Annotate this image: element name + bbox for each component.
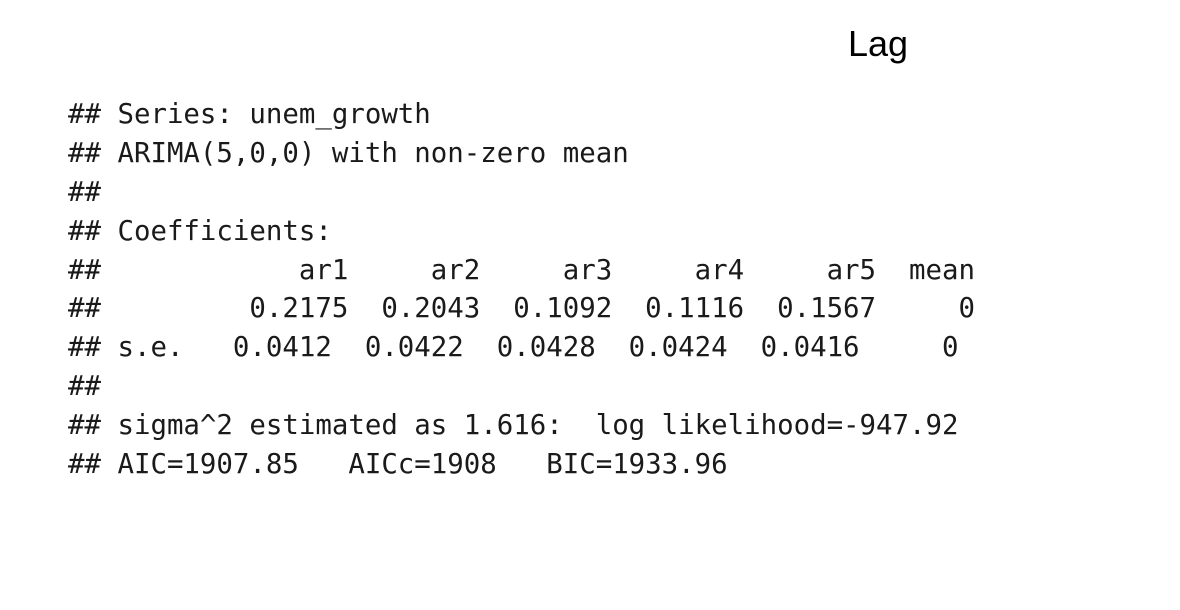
output-line-blank: ## (68, 176, 101, 208)
output-line-series: ## Series: unem_growth (68, 99, 431, 130)
output-line-model: ## ARIMA(5,0,0) with non-zero mean (68, 137, 629, 169)
output-line-standard-errors: ## s.e. 0.0412 0.0422 0.0428 0.0424 0.04… (68, 332, 959, 364)
output-line-coefficient-names: ## ar1 ar2 ar3 ar4 ar5 mean (68, 254, 975, 286)
arima-model-output: ## Series: unem_growth ## ARIMA(5,0,0) wi… (68, 96, 975, 485)
output-line-sigma-likelihood: ## sigma^2 estimated as 1.616: log likel… (68, 410, 959, 442)
output-line-coefficient-values: ## 0.2175 0.2043 0.1092 0.1116 0.1567 0 (68, 293, 975, 325)
output-line-information-criteria: ## AIC=1907.85 AICc=1908 BIC=1933.96 (68, 449, 728, 481)
slide-heading: Lag (848, 23, 909, 64)
output-line-coefficients-header: ## Coefficients: (68, 215, 332, 247)
output-line-blank: ## (68, 371, 101, 403)
